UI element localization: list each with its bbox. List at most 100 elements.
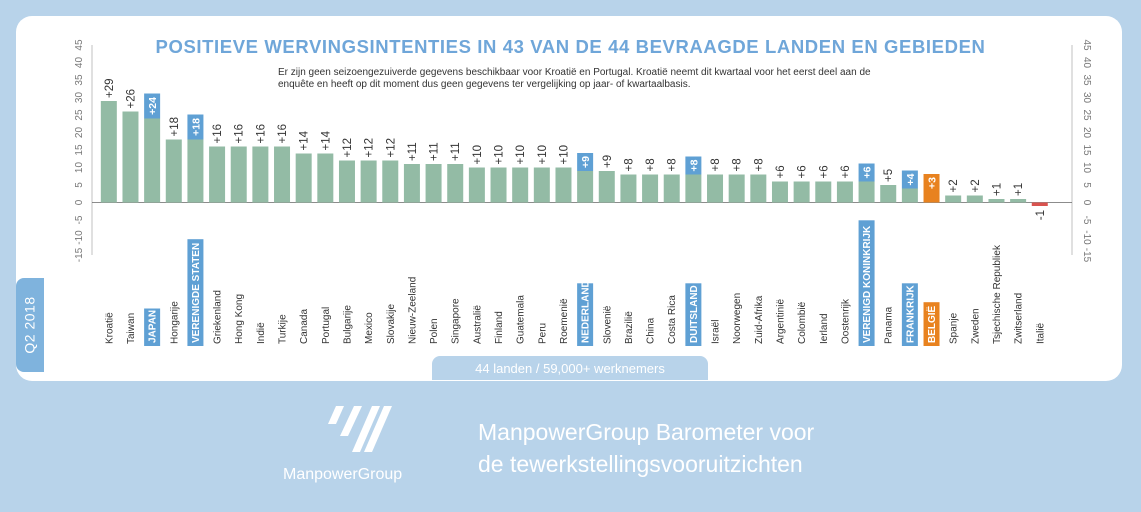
category-label: Tsjechische Republiek	[992, 244, 1003, 344]
bar	[707, 174, 724, 203]
category-label: Italië	[1035, 322, 1046, 344]
category-label: Brazilië	[624, 311, 635, 344]
value-label: +3	[927, 177, 939, 189]
value-labels: +29 +26 +24 +18 +18 +16 +16 +16 +16 +14 +14 +12 +12 +…	[104, 78, 1047, 220]
quarter-tab: Q2 2018	[16, 278, 44, 372]
value-label: +16	[234, 124, 246, 144]
value-label: +11	[450, 142, 462, 161]
chart-title: POSITIEVE WERVINGSINTENTIES IN 43 VAN DE…	[155, 36, 986, 57]
category-label: Israël	[711, 320, 722, 344]
category-label: Indië	[256, 322, 267, 344]
category-label: Hong Kong	[234, 294, 245, 344]
category-label: Singapore	[451, 298, 462, 344]
y-tick-label-left: -15	[74, 247, 85, 262]
manpowergroup-logo-icon	[328, 406, 392, 452]
value-label-badge	[685, 156, 702, 175]
category-label-badge	[858, 220, 875, 346]
category-label: DUITSLAND	[689, 285, 700, 343]
barometer-title-line1: ManpowerGroup Barometer voor	[478, 419, 815, 445]
y-tick-label-left: 30	[74, 92, 85, 104]
value-label-badge	[923, 174, 940, 192]
value-label: +8	[753, 158, 765, 171]
category-label: Taiwan	[126, 313, 137, 344]
category-label: Bulgarije	[342, 305, 353, 344]
bar	[144, 118, 161, 203]
value-label: +12	[342, 138, 354, 158]
category-label: Peru	[537, 323, 548, 344]
category-label: JAPAN	[148, 310, 159, 343]
bar	[447, 164, 464, 203]
y-tick-label-left: -5	[74, 215, 85, 224]
value-label: +16	[212, 124, 224, 144]
sample-size-label: 44 landen / 59,000+ werknemers	[432, 356, 708, 380]
bar	[685, 174, 702, 203]
value-label: +24	[147, 97, 159, 115]
y-tick-label-left: 15	[74, 144, 85, 156]
bar	[642, 174, 659, 203]
y-tick-label-left: 40	[74, 57, 85, 69]
value-label: +12	[385, 138, 397, 158]
bar	[274, 146, 291, 203]
value-label: +11	[429, 142, 441, 161]
bar	[382, 160, 399, 203]
y-tick-label-left: 35	[74, 74, 85, 86]
bar	[966, 195, 983, 203]
bar	[360, 160, 377, 203]
bar	[836, 181, 853, 203]
value-label: +18	[190, 118, 202, 136]
category-label: Panama	[884, 306, 895, 344]
barometer-title-line2: de tewerkstellingsvooruitzichten	[478, 451, 803, 477]
value-label: +8	[667, 158, 679, 171]
category-label: Portugal	[321, 307, 332, 344]
bar	[317, 153, 334, 203]
category-labels: Kroatië Taiwan JAPAN Hongarije VERENIGDE STA…	[104, 220, 1046, 346]
value-label-badge	[901, 170, 918, 189]
bar	[230, 146, 247, 203]
bar	[490, 167, 507, 203]
category-label: FRANKRIJK	[905, 284, 916, 343]
bar	[512, 167, 529, 203]
value-label: +16	[277, 124, 289, 144]
value-label: +8	[732, 158, 744, 171]
bar	[771, 181, 788, 203]
bar	[555, 167, 572, 203]
category-label: Spanje	[949, 312, 960, 344]
bar	[577, 171, 594, 203]
value-label: +6	[840, 165, 852, 178]
value-label: +10	[558, 145, 570, 165]
bar	[165, 139, 182, 203]
category-label-badge	[144, 308, 161, 346]
value-label: +6	[797, 165, 809, 178]
value-label: +10	[515, 145, 527, 165]
category-label: Finland	[494, 311, 505, 344]
value-label: +8	[688, 159, 700, 171]
category-label: Zwitserland	[1014, 293, 1025, 344]
y-tick-label-left: 0	[74, 199, 85, 205]
value-label: +8	[710, 158, 722, 171]
value-label: +9	[602, 155, 614, 168]
bar	[403, 164, 420, 203]
y-tick-label-left: 10	[74, 162, 85, 174]
bar	[923, 192, 940, 203]
category-label: Mexico	[364, 312, 375, 344]
bar	[858, 181, 875, 203]
y-tick-label-right: -15	[1081, 248, 1092, 263]
bar	[295, 153, 312, 203]
category-label-badge	[923, 302, 940, 346]
value-label: +2	[948, 179, 960, 192]
category-label: Canada	[299, 309, 310, 344]
category-label: Costa Rica	[667, 295, 678, 344]
bar	[1031, 202, 1048, 206]
bar	[122, 111, 139, 203]
value-label: +5	[883, 169, 895, 182]
value-label-badge	[144, 93, 161, 119]
y-tick-label-left: 20	[74, 127, 85, 139]
y-tick-label-right: 35	[1081, 74, 1092, 86]
bars	[100, 101, 1048, 206]
category-label: Noorwegen	[732, 293, 743, 344]
bar	[750, 174, 767, 203]
value-label: +8	[623, 158, 635, 171]
category-label: China	[646, 317, 657, 344]
category-label: Oostenrijk	[840, 298, 851, 344]
